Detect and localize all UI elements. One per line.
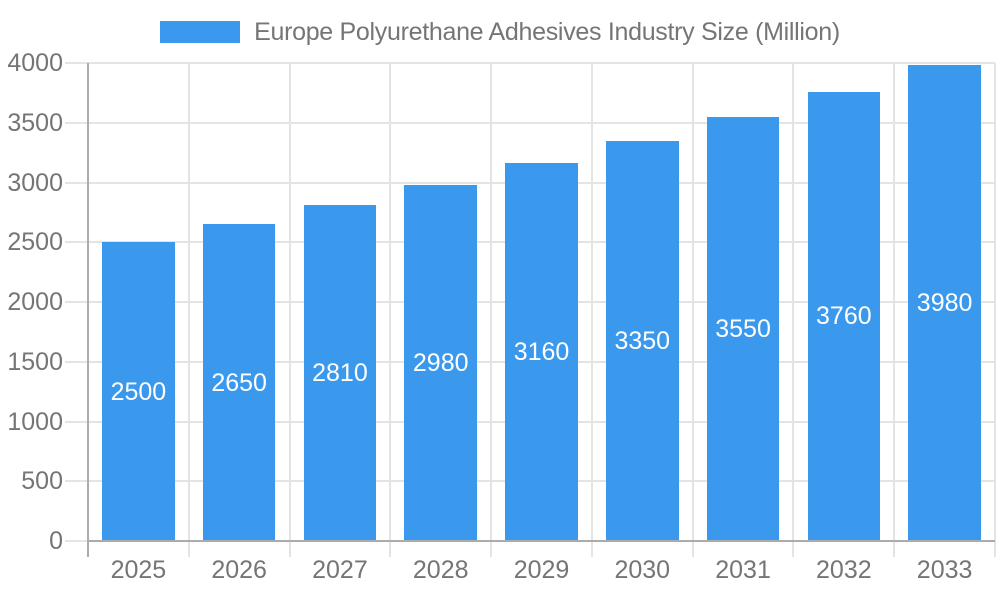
gridline-v-4 — [490, 63, 493, 557]
gridline-v-3 — [389, 63, 392, 557]
x-tick-label-2027: 2027 — [312, 556, 368, 584]
bar-2026[interactable] — [202, 224, 276, 541]
x-tick-label-2025: 2025 — [110, 556, 167, 584]
y-tick-label-500: 500 — [21, 467, 63, 496]
x-tick-label-2029: 2029 — [513, 556, 570, 584]
gridline-v-7 — [792, 63, 795, 557]
bar-value-label-2030: 3350 — [614, 326, 671, 355]
gridline-h-4000 — [65, 62, 995, 64]
gridline-v-8 — [893, 63, 896, 557]
x-tick-label-2032: 2032 — [816, 556, 872, 584]
bar-2031[interactable] — [706, 116, 780, 541]
bar-value-label-2027: 2810 — [312, 359, 368, 388]
legend-swatch — [160, 21, 241, 43]
y-tick-label-1500: 1500 — [7, 347, 63, 376]
y-tick-label-0: 0 — [49, 527, 63, 555]
legend-item[interactable]: Europe Polyurethane Adhesives Industry S… — [160, 18, 840, 46]
legend-label: Europe Polyurethane Adhesives Industry S… — [254, 18, 840, 46]
gridline-v-5 — [590, 63, 593, 557]
y-tick-label-4000: 4000 — [7, 49, 63, 77]
y-tick-label-1000: 1000 — [7, 407, 63, 436]
gridline-v-1 — [187, 63, 190, 557]
gridline-v-2 — [288, 63, 291, 557]
y-tick-label-2500: 2500 — [7, 228, 63, 257]
gridline-h-3500 — [65, 121, 995, 124]
bar-2027[interactable] — [303, 205, 377, 541]
gridline-v-9 — [994, 63, 996, 557]
x-tick-label-2030: 2030 — [614, 556, 671, 584]
x-axis-line — [87, 540, 995, 542]
x-tick-label-2026: 2026 — [211, 556, 267, 584]
y-tick-label-2000: 2000 — [7, 288, 63, 316]
bar-2030[interactable] — [605, 140, 679, 541]
bar-value-label-2031: 3550 — [715, 314, 771, 343]
plot-area: 2500 2650 2810 2980 3160 3350 3550 3760 3980 — [65, 62, 996, 557]
bar-value-label-2028: 2980 — [412, 348, 469, 377]
bar-value-label-2029: 3160 — [513, 338, 570, 367]
bar-value-label-2033: 3980 — [916, 289, 973, 318]
y-tick-label-3500: 3500 — [7, 108, 63, 137]
y-axis-line — [87, 63, 89, 557]
bar-value-label-2026: 2650 — [211, 368, 267, 397]
bar-value-label-2025: 2500 — [110, 377, 167, 406]
x-tick-label-2028: 2028 — [412, 556, 469, 584]
bar-2028[interactable] — [404, 184, 477, 541]
bar-2033[interactable] — [908, 65, 981, 541]
y-tick-label-3000: 3000 — [7, 168, 63, 197]
bar-2025[interactable] — [102, 242, 175, 541]
bar-2032[interactable] — [807, 91, 881, 541]
legend: Europe Polyurethane Adhesives Industry S… — [0, 18, 1000, 46]
x-tick-label-2031: 2031 — [715, 556, 771, 584]
bar-value-label-2032: 3760 — [816, 302, 872, 331]
bar-2029[interactable] — [505, 163, 578, 541]
gridline-v-6 — [691, 63, 694, 557]
x-tick-label-2033: 2033 — [916, 556, 973, 584]
